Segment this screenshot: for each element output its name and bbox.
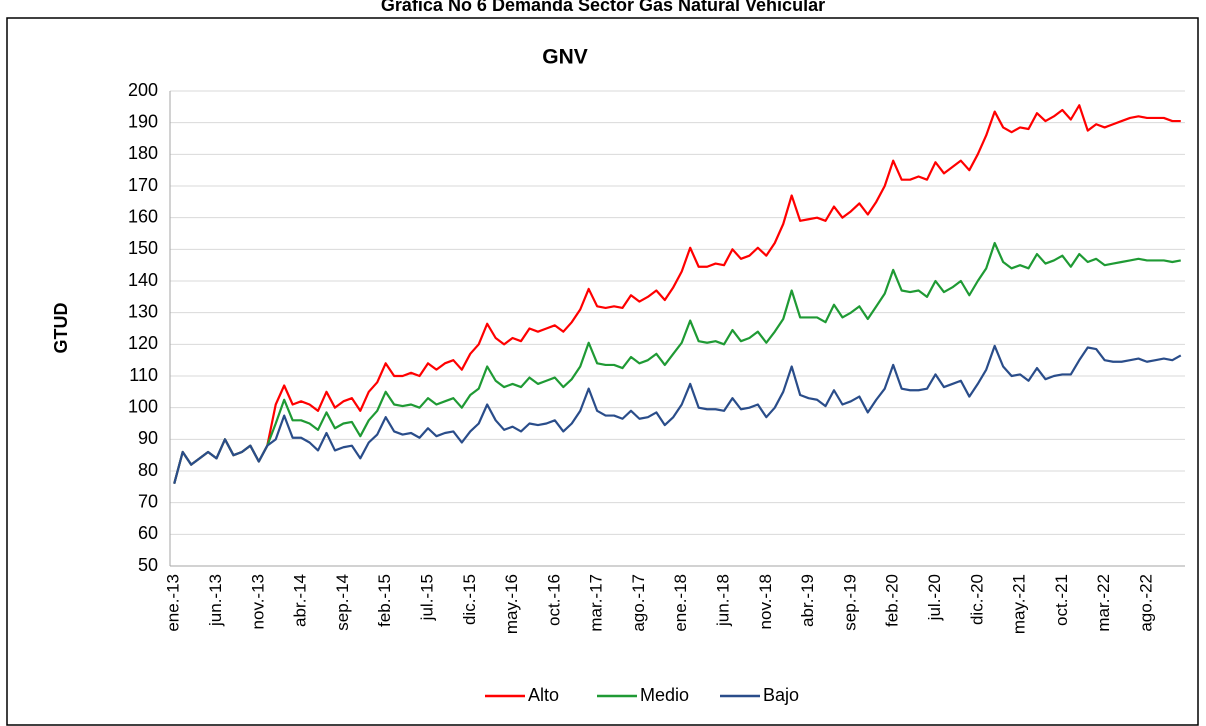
y-tick-label: 160 (128, 206, 158, 226)
x-tick-label: sep.-19 (840, 574, 859, 631)
y-tick-label: 150 (128, 238, 158, 258)
x-tick-label: ago.-22 (1136, 574, 1155, 632)
x-tick-label: oct.-21 (1052, 574, 1071, 626)
x-tick-label: ene.-18 (671, 574, 690, 632)
legend-label: Bajo (763, 685, 799, 705)
x-tick-label: jul.-15 (417, 574, 436, 621)
y-tick-label: 140 (128, 270, 158, 290)
x-tick-label: jun.-13 (206, 574, 225, 627)
y-tick-label: 90 (138, 428, 158, 448)
y-tick-label: 50 (138, 555, 158, 575)
x-tick-label: feb.-20 (883, 574, 902, 627)
y-tick-label: 130 (128, 301, 158, 321)
x-tick-label: dic.-15 (460, 574, 479, 625)
y-tick-label: 120 (128, 333, 158, 353)
legend-label: Medio (640, 685, 689, 705)
series-line (173, 104, 1181, 484)
x-tick-label: abr.-19 (798, 574, 817, 627)
x-tick-label: oct.-16 (544, 574, 563, 626)
x-tick-label: dic.-20 (967, 574, 986, 625)
chart-title: GNV (542, 46, 588, 69)
x-tick-label: may.-16 (502, 574, 521, 634)
x-tick-label: jul.-20 (925, 574, 944, 621)
x-tick-label: may.-21 (1010, 574, 1029, 634)
x-tick-label: abr.-14 (291, 574, 310, 627)
chart-frame (6, 17, 1199, 726)
y-tick-label: 190 (128, 111, 158, 131)
y-tick-label: 100 (128, 396, 158, 416)
x-tick-label: mar.-22 (1094, 574, 1113, 632)
x-tick-label: feb.-15 (375, 574, 394, 627)
x-tick-label: jun.-18 (714, 574, 733, 627)
y-axis-label: GTUD (51, 303, 71, 354)
y-tick-label: 180 (128, 143, 158, 163)
y-tick-label: 80 (138, 460, 158, 480)
x-tick-label: nov.-18 (756, 574, 775, 629)
x-tick-label: nov.-13 (248, 574, 267, 629)
y-tick-label: 170 (128, 175, 158, 195)
x-tick-label: mar.-17 (587, 574, 606, 632)
y-tick-label: 110 (129, 365, 158, 385)
series-line (173, 344, 1182, 484)
y-tick-label: 60 (138, 523, 158, 543)
x-tick-label: ago.-17 (629, 574, 648, 632)
y-tick-label: 200 (128, 80, 158, 100)
chart-caption: Gráfica No 6 Demanda Sector Gas Natural … (381, 0, 825, 15)
y-tick-label: 70 (138, 491, 158, 511)
legend-label: Alto (528, 685, 559, 705)
series-line (173, 241, 1181, 484)
x-tick-label: sep.-14 (333, 574, 352, 631)
x-tick-label: ene.-13 (164, 574, 183, 632)
